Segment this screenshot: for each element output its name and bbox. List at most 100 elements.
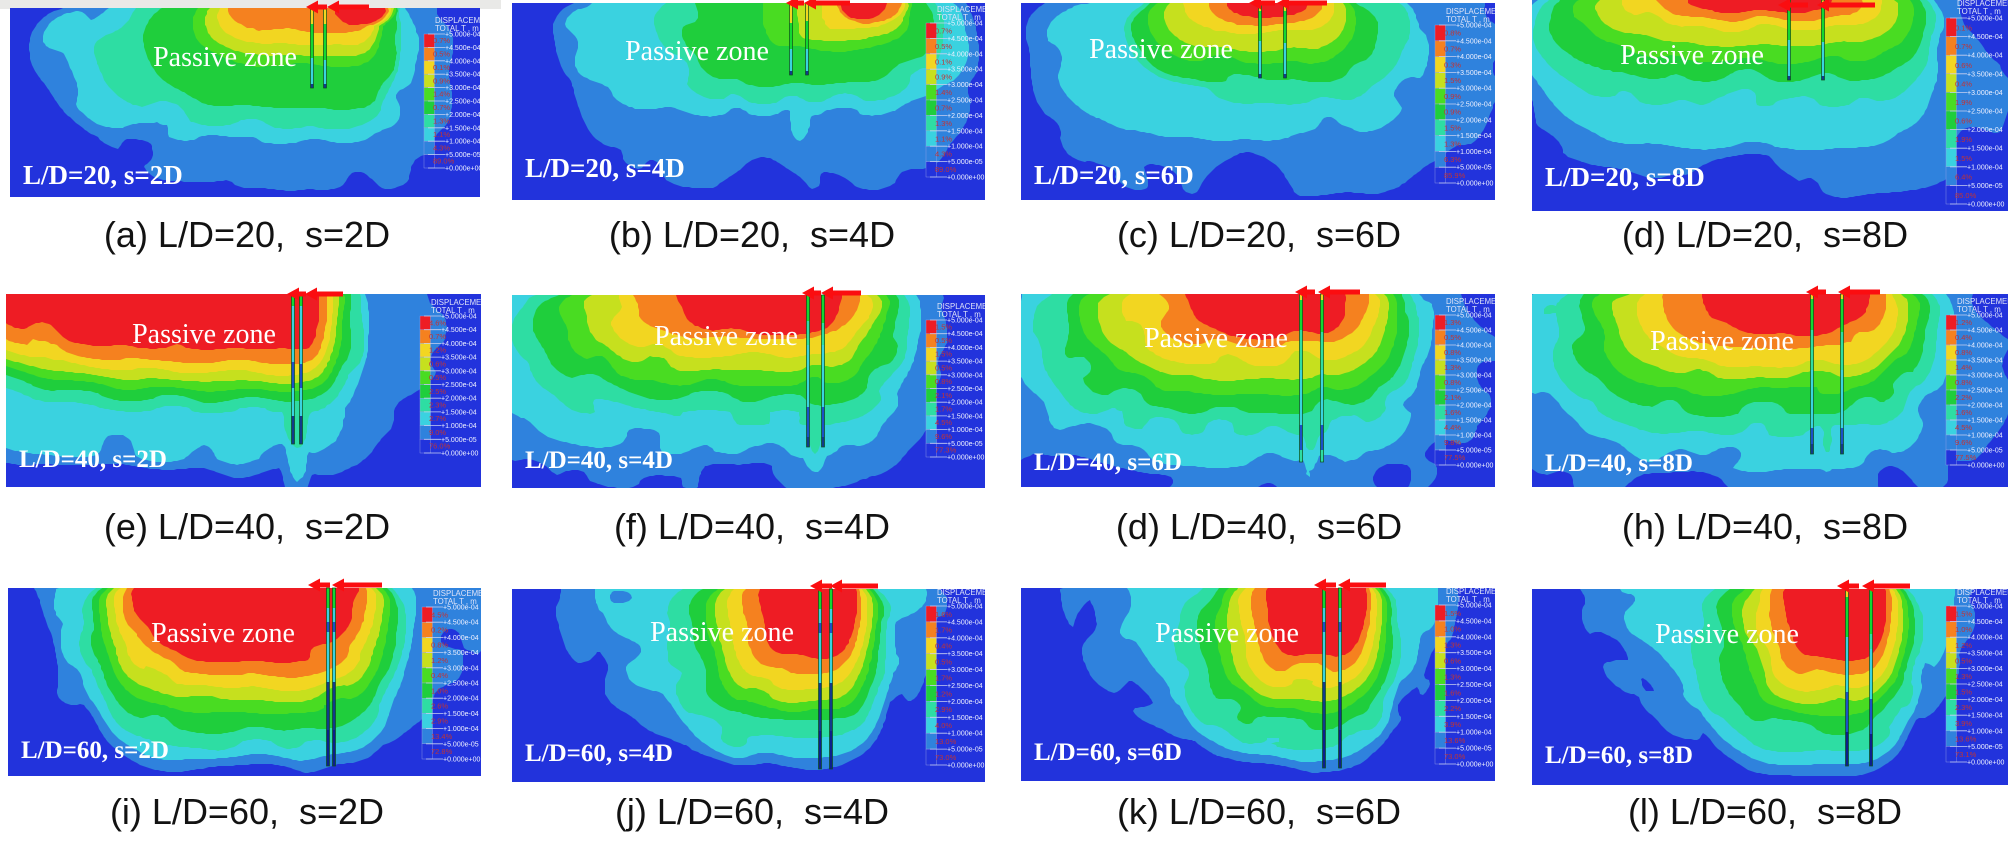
svg-text:1.2%: 1.2% [1955, 641, 1972, 650]
svg-text:0.9%: 0.9% [1444, 108, 1461, 117]
svg-text:+4.500e-04: +4.500e-04 [1456, 328, 1492, 335]
svg-text:DISPLACEMENT: DISPLACEMENT [431, 298, 481, 307]
svg-text:TOTAL T , m: TOTAL T , m [937, 310, 981, 319]
svg-text:TOTAL T , m: TOTAL T , m [1446, 305, 1490, 314]
svg-text:+1.500e-04: +1.500e-04 [1456, 418, 1492, 425]
svg-text:0.3%: 0.3% [1444, 60, 1461, 69]
svg-text:+4.000e-04: +4.000e-04 [947, 345, 983, 352]
svg-text:+4.500e-04: +4.500e-04 [947, 331, 983, 338]
svg-text:+3.000e-04: +3.000e-04 [443, 665, 479, 672]
svg-text:0.7%: 0.7% [433, 36, 450, 45]
svg-text:+4.000e-04: +4.000e-04 [1456, 54, 1492, 61]
svg-text:+5.000e-04: +5.000e-04 [1967, 604, 2003, 611]
svg-text:Passive zone: Passive zone [1089, 34, 1233, 65]
svg-text:13.4%: 13.4% [431, 732, 453, 741]
svg-text:+1.000e-04: +1.000e-04 [947, 731, 983, 738]
svg-text:0.8%: 0.8% [1955, 348, 1972, 357]
svg-text:+2.500e-04: +2.500e-04 [445, 99, 480, 106]
svg-text:+2.500e-04: +2.500e-04 [1456, 102, 1492, 109]
svg-text:+5.000e-05: +5.000e-05 [1456, 746, 1492, 753]
svg-text:1.7%: 1.7% [935, 673, 952, 682]
svg-text:+1.500e-04: +1.500e-04 [441, 409, 477, 416]
svg-text:+1.000e-04: +1.000e-04 [1456, 149, 1492, 156]
svg-text:0.9%: 0.9% [935, 73, 952, 82]
svg-text:+3.500e-04: +3.500e-04 [445, 72, 480, 79]
svg-text:+4.000e-04: +4.000e-04 [1456, 343, 1492, 350]
svg-text:+2.000e-04: +2.000e-04 [441, 396, 477, 403]
svg-text:9.0%: 9.0% [429, 428, 446, 437]
svg-text:1.5%: 1.5% [1444, 76, 1461, 85]
svg-text:+1.500e-04: +1.500e-04 [1456, 714, 1492, 721]
svg-text:+3.000e-04: +3.000e-04 [1967, 666, 2003, 673]
svg-text:+5.000e-05: +5.000e-05 [947, 747, 983, 754]
svg-text:0.5%: 0.5% [429, 373, 446, 382]
svg-text:+1.500e-04: +1.500e-04 [445, 125, 480, 132]
svg-text:DISPLACEMENT: DISPLACEMENT [937, 302, 985, 311]
svg-text:2.3%: 2.3% [1955, 703, 1972, 712]
svg-text:TOTAL T , m: TOTAL T , m [433, 597, 477, 606]
svg-text:1.3%: 1.3% [935, 119, 952, 128]
svg-text:L/D=20, s=4D: L/D=20, s=4D [525, 153, 685, 183]
svg-text:73.0%: 73.0% [1444, 752, 1466, 761]
svg-text:+5.000e-05: +5.000e-05 [1967, 183, 2003, 190]
svg-text:+3.500e-04: +3.500e-04 [1967, 650, 2003, 657]
svg-text:+5.000e-05: +5.000e-05 [443, 741, 479, 748]
svg-text:0.2%: 0.2% [431, 626, 448, 635]
svg-text:TOTAL T , m: TOTAL T , m [937, 13, 981, 22]
svg-text:+4.000e-04: +4.000e-04 [1456, 634, 1492, 641]
svg-text:+2.500e-04: +2.500e-04 [1456, 388, 1492, 395]
svg-text:89.0%: 89.0% [935, 165, 957, 174]
svg-text:77.5%: 77.5% [1955, 453, 1977, 462]
svg-text:4.5%: 4.5% [935, 418, 952, 427]
svg-text:2.3%: 2.3% [429, 401, 446, 410]
svg-text:+3.500e-04: +3.500e-04 [1967, 71, 2003, 78]
svg-text:+2.500e-04: +2.500e-04 [947, 683, 983, 690]
svg-text:0.5%: 0.5% [1444, 333, 1461, 342]
svg-text:+5.000e-05: +5.000e-05 [441, 437, 477, 444]
svg-text:+5.000e-05: +5.000e-05 [1456, 165, 1492, 172]
svg-text:+2.000e-04: +2.000e-04 [947, 699, 983, 706]
svg-text:DISPLACEMENT: DISPLACEMENT [1446, 587, 1495, 596]
svg-text:85.9%: 85.9% [1444, 171, 1466, 180]
svg-text:1.5%: 1.5% [935, 322, 952, 331]
svg-text:+4.500e-04: +4.500e-04 [947, 619, 983, 626]
svg-text:+4.000e-04: +4.000e-04 [1967, 343, 2003, 350]
svg-text:TOTAL T , m: TOTAL T , m [1957, 7, 2001, 16]
svg-text:1.6%: 1.6% [1444, 408, 1461, 417]
svg-text:+4.000e-04: +4.000e-04 [947, 51, 983, 58]
svg-text:1.5%: 1.5% [1955, 154, 1972, 163]
svg-text:73.0%: 73.0% [935, 753, 957, 762]
svg-text:+1.500e-04: +1.500e-04 [443, 711, 479, 718]
svg-text:4.5%: 4.5% [431, 610, 448, 619]
svg-text:+4.500e-04: +4.500e-04 [1967, 34, 2003, 41]
svg-text:+0.000e+00: +0.000e+00 [441, 451, 478, 458]
svg-text:9.6%: 9.6% [1955, 438, 1972, 447]
svg-text:+0.000e+00: +0.000e+00 [1456, 181, 1493, 188]
svg-text:0.8%: 0.8% [1444, 378, 1461, 387]
svg-text:+2.500e-04: +2.500e-04 [947, 98, 983, 105]
svg-text:1.1%: 1.1% [935, 134, 952, 143]
svg-text:0.8%: 0.8% [1444, 29, 1461, 38]
svg-text:L/D=60, s=8D: L/D=60, s=8D [1545, 742, 1693, 769]
svg-text:+1.000e-04: +1.000e-04 [445, 139, 480, 146]
svg-text:Passive zone: Passive zone [1620, 40, 1764, 71]
svg-text:4.6%: 4.6% [429, 318, 446, 327]
svg-text:0.4%: 0.4% [431, 671, 448, 680]
svg-text:TOTAL T , m: TOTAL T , m [1957, 596, 2001, 605]
svg-text:77.5%: 77.5% [1444, 453, 1466, 462]
svg-text:2.2%: 2.2% [1444, 704, 1461, 713]
svg-text:0.7%: 0.7% [1444, 45, 1461, 54]
svg-text:Passive zone: Passive zone [650, 617, 794, 648]
svg-text:+2.000e-04: +2.000e-04 [947, 400, 983, 407]
svg-text:1.5%: 1.5% [935, 350, 952, 359]
svg-text:1.6%: 1.6% [935, 610, 952, 619]
svg-text:+2.500e-04: +2.500e-04 [441, 382, 477, 389]
svg-text:+4.500e-04: +4.500e-04 [1967, 328, 2003, 335]
svg-text:+2.500e-04: +2.500e-04 [1967, 109, 2003, 116]
svg-text:0.1%: 0.1% [433, 63, 450, 72]
svg-text:1.2%: 1.2% [431, 656, 448, 665]
svg-text:DISPLACEMENT: DISPLACEMENT [937, 5, 985, 14]
svg-text:+4.000e-04: +4.000e-04 [947, 635, 983, 642]
svg-text:2.5%: 2.5% [429, 387, 446, 396]
svg-text:1.0%: 1.0% [431, 686, 448, 695]
